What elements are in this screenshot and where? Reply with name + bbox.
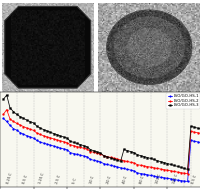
Text: 80 C: 80 C: [139, 175, 145, 184]
Text: 100 C: 100 C: [155, 173, 162, 184]
LVO/GO-HS-3: [55, 133, 58, 136]
Text: 0.5 C: 0.5 C: [190, 174, 197, 184]
LVO/GO-HS-1: [185, 180, 188, 183]
LVO/GO-HS-2: [62, 141, 65, 143]
LVO/GO-HS-3: [5, 94, 8, 96]
LVO/GO-HS-1: [199, 141, 200, 144]
LVO/GO-HS-1: [125, 168, 128, 170]
LVO/GO-HS-1: [52, 145, 55, 147]
LVO/GO-HS-2: [72, 145, 75, 147]
Text: 2.5 C: 2.5 C: [55, 174, 62, 184]
Circle shape: [126, 28, 171, 67]
Text: 0.5 C: 0.5 C: [22, 174, 28, 184]
LVO/GO-HS-3: [2, 98, 5, 101]
LVO/GO-HS-2: [185, 173, 188, 175]
LVO/GO-HS-1: [69, 152, 71, 154]
Text: 125 C: 125 C: [172, 173, 178, 184]
LVO/GO-HS-2: [39, 133, 41, 136]
Text: 10 C: 10 C: [89, 175, 95, 184]
Polygon shape: [5, 6, 90, 88]
LVO/GO-HS-3: [69, 140, 71, 142]
LVO/GO-HS-3: [72, 141, 75, 143]
LVO/GO-HS-1: [65, 149, 68, 151]
Line: LVO/GO-HS-3: LVO/GO-HS-3: [2, 94, 200, 170]
Text: 20 C: 20 C: [105, 175, 111, 184]
Text: 0.25 C: 0.25 C: [6, 172, 14, 184]
LVO/GO-HS-3: [129, 150, 131, 153]
LVO/GO-HS-3: [62, 136, 65, 138]
LVO/GO-HS-2: [129, 161, 131, 163]
LVO/GO-HS-3: [39, 127, 41, 129]
Circle shape: [113, 16, 184, 78]
Legend: LVO/GO-HS-1, LVO/GO-HS-2, LVO/GO-HS-3: LVO/GO-HS-1, LVO/GO-HS-2, LVO/GO-HS-3: [166, 93, 199, 108]
Line: LVO/GO-HS-1: LVO/GO-HS-1: [2, 117, 200, 182]
Line: LVO/GO-HS-2: LVO/GO-HS-2: [2, 109, 200, 175]
Circle shape: [106, 10, 191, 84]
LVO/GO-HS-3: [199, 128, 200, 130]
Text: 1.25 C: 1.25 C: [38, 172, 45, 184]
LVO/GO-HS-2: [69, 144, 71, 146]
LVO/GO-HS-2: [199, 132, 200, 135]
LVO/GO-HS-2: [2, 113, 5, 115]
LVO/GO-HS-1: [35, 139, 38, 142]
LVO/GO-HS-1: [59, 147, 61, 149]
LVO/GO-HS-3: [185, 168, 188, 170]
Text: 40 C: 40 C: [122, 175, 128, 184]
LVO/GO-HS-2: [55, 139, 58, 141]
LVO/GO-HS-2: [5, 108, 8, 111]
LVO/GO-HS-1: [2, 117, 5, 119]
Text: 5 C: 5 C: [72, 177, 78, 184]
